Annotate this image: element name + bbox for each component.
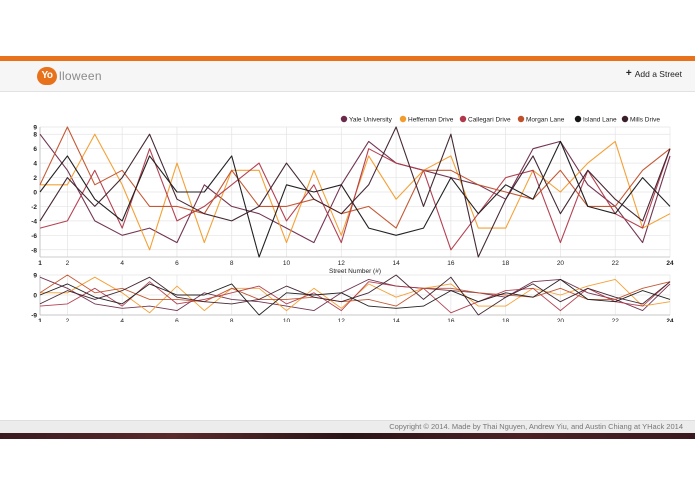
x-tick-label: 1	[38, 260, 42, 267]
chart-legend: Yale University Heffernan Drive Callegari …	[340, 115, 660, 124]
y-tick-label: 9	[33, 273, 37, 280]
x-tick-label: 10	[283, 260, 291, 267]
legend-swatch	[621, 115, 629, 123]
x-tick-label: 4	[120, 318, 124, 322]
x-tick-label: 16	[447, 260, 455, 267]
pumpkin-logo-icon: Yo	[37, 67, 57, 85]
x-axis-label: Street Number (#)	[329, 268, 381, 275]
y-tick-label: 6	[33, 146, 37, 153]
legend-swatch	[574, 115, 582, 123]
series-line-morgan-lane	[39, 274, 671, 307]
x-tick-label: 10	[283, 318, 291, 322]
y-tick-label: 9	[33, 125, 37, 132]
legend-label: Island Lane	[583, 117, 617, 124]
y-tick-label: -9	[31, 313, 37, 320]
x-tick-label: 16	[447, 318, 455, 322]
series-line-morgan-lane	[39, 126, 671, 229]
x-tick-label: 1	[38, 318, 42, 322]
bottom-decor-strip	[0, 433, 695, 439]
series-line-mills-drive	[39, 274, 671, 316]
y-tick-label: -4	[31, 218, 37, 225]
y-tick-label: 0	[33, 293, 37, 300]
navbar: Yo lloween + Add a Street	[0, 61, 695, 92]
series-line-yale-university	[39, 276, 671, 312]
x-tick-label: 24	[666, 318, 674, 322]
x-tick-label: 22	[612, 260, 620, 267]
series-line-mills-drive	[39, 126, 671, 258]
x-tick-label: 14	[392, 260, 400, 267]
x-tick-label: 24	[666, 260, 674, 267]
x-tick-label: 20	[557, 260, 565, 267]
legend-swatch	[459, 115, 467, 123]
x-tick-label: 6	[175, 318, 179, 322]
series-line-yale-university	[39, 133, 671, 244]
x-tick-label: 8	[230, 318, 234, 322]
y-tick-label: 8	[33, 132, 37, 139]
legend-swatch	[340, 115, 348, 123]
copyright-text: Copyright © 2014. Made by Thai Nguyen, A…	[389, 422, 683, 431]
series-line-island-lane	[39, 140, 671, 258]
y-tick-label: 2	[33, 175, 37, 182]
legend-label: Heffernan Drive	[408, 117, 454, 124]
legend-label: Callegari Drive	[468, 117, 511, 124]
legend-swatch	[517, 115, 525, 123]
series-line-callegari-drive	[39, 148, 671, 251]
x-tick-label: 14	[392, 318, 400, 322]
x-tick-label: 22	[612, 318, 620, 322]
plus-icon: +	[625, 68, 632, 79]
legend-swatch	[399, 115, 407, 123]
x-tick-label: 2	[66, 318, 70, 322]
brand-name: lloween	[59, 69, 102, 83]
x-tick-label: 4	[120, 260, 124, 267]
series-line-callegari-drive	[39, 281, 671, 314]
overview-line-chart[interactable]: 90-91 2 4 6 8 10 12 14 16 18 20 22 24	[31, 273, 674, 323]
legend-label: Yale University	[349, 117, 393, 124]
x-tick-label: 8	[230, 260, 234, 267]
brand-logo[interactable]: Yo lloween	[37, 66, 102, 86]
y-tick-label: 0	[33, 190, 37, 197]
x-tick-label: 6	[175, 260, 179, 267]
x-tick-label: 12	[338, 260, 346, 267]
legend-label: Morgan Lane	[526, 117, 565, 124]
x-tick-label: 20	[557, 318, 565, 322]
x-tick-label: 2	[66, 260, 70, 267]
y-tick-label: -6	[31, 233, 37, 240]
y-tick-label: -8	[31, 247, 37, 254]
series-line-island-lane	[39, 278, 671, 316]
add-street-label: Add a Street	[634, 69, 682, 79]
x-tick-label: 18	[502, 260, 510, 267]
y-tick-label: -2	[31, 204, 37, 211]
top-accent-bar	[0, 56, 695, 61]
y-tick-label: 4	[33, 161, 37, 168]
x-tick-label: 12	[338, 318, 346, 322]
x-tick-label: 18	[502, 318, 510, 322]
footer: Copyright © 2014. Made by Thai Nguyen, A…	[0, 420, 695, 433]
legend-label: Mills Drive	[630, 117, 660, 124]
add-street-button[interactable]: + Add a Street	[625, 68, 682, 80]
